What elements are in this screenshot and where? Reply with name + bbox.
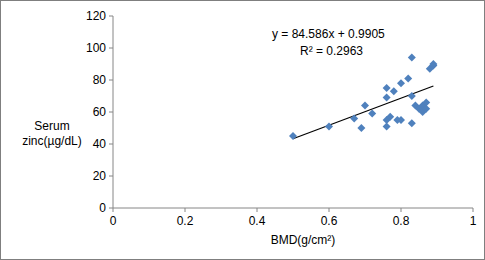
point [386,113,394,121]
point [390,87,398,95]
point [383,94,391,102]
y-tick-label: 20 [93,169,107,183]
x-tick-label: 0 [110,214,117,228]
y-tick [109,112,113,113]
y-axis-label: Serumzinc(µg/dL) [22,119,82,148]
y-tick [109,144,113,145]
plot-area [289,54,437,140]
x-tick [257,208,258,212]
x-tick-label: 0.4 [249,214,266,228]
x-tick-label: 0.6 [321,214,338,228]
trend-equation: y = 84.586x + 0.9905 [272,27,385,41]
x-tick-label: 0.8 [393,214,410,228]
point [368,110,376,118]
x-tick-label: 0.2 [177,214,194,228]
point [408,119,416,127]
point [325,122,333,130]
y-tick [109,176,113,177]
point [289,132,297,140]
y-tick-label: 120 [86,9,106,23]
y-tick [109,208,113,209]
point [383,84,391,92]
y-tick [109,48,113,49]
y-tick-label: 80 [93,73,107,87]
r-squared: R² = 0.2963 [300,44,363,58]
y-tick [109,80,113,81]
point [422,98,430,106]
x-tick [473,208,474,212]
x-tick [401,208,402,212]
point [361,102,369,110]
y-tick [109,16,113,17]
y-axis-label-line: zinc(µg/dL) [22,134,82,148]
point [397,116,405,124]
x-tick-label: 1 [470,214,477,228]
point [408,92,416,100]
point [429,60,437,68]
x-tick [113,208,114,212]
y-tick-label: 40 [93,137,107,151]
x-tick [185,208,186,212]
x-axis [113,208,473,209]
point [408,54,416,62]
y-tick-label: 0 [99,201,106,215]
chart-container: 0 20 40 60 80 100 120 0 0.2 0.4 0.6 0.8 1 BMD(g/cm²) S… [0,0,485,260]
point [357,124,365,132]
y-tick-label: 60 [93,105,107,119]
trendline [293,86,433,139]
point [397,79,405,87]
x-tick [329,208,330,212]
point [350,114,358,122]
y-tick-label: 100 [86,41,106,55]
y-axis-label-line: Serum [34,119,69,133]
point [404,74,412,82]
x-axis-label: BMD(g/cm²) [271,233,336,247]
chart: 0 20 40 60 80 100 120 0 0.2 0.4 0.6 0.8 1 BMD(g/cm²) S… [0,0,485,260]
frame [1,1,485,260]
